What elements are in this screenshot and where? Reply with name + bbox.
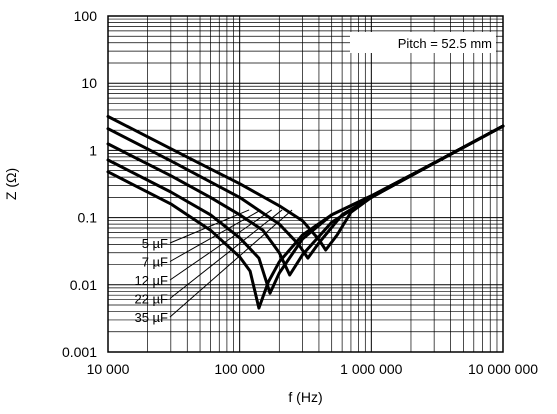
grid (107, 16, 503, 353)
x-axis-label: f (Hz) (288, 389, 322, 405)
series-line (106, 115, 505, 252)
series-label-leader (169, 209, 272, 281)
y-tick-label: 1 (89, 142, 97, 158)
y-axis-label: Z (Ω) (3, 168, 19, 200)
x-tick-label: 10 000 (87, 361, 130, 377)
x-tick-label: 1 000 000 (340, 361, 402, 377)
series-label: 7 µF (142, 255, 168, 270)
y-tick-label: 10 (81, 75, 97, 91)
plot-frame (107, 15, 504, 353)
series-label: 35 µF (134, 310, 168, 325)
series-label: 5 µF (142, 236, 168, 251)
series-label-leader (169, 209, 250, 244)
series-label: 12 µF (134, 273, 168, 288)
annotation-text: Pitch = 52.5 mm (398, 36, 492, 51)
y-tick-label: 100 (74, 8, 98, 24)
x-tick-labels: 10 000 100 000 1 000 000 10 000 000 (87, 361, 539, 377)
series-label: 22 µF (134, 292, 168, 307)
series-label-leaders (169, 209, 293, 318)
x-tick-label: 10 000 000 (468, 361, 538, 377)
series-lines (106, 115, 505, 310)
series-label-leader (169, 209, 262, 262)
series-label-leader (169, 209, 293, 318)
series-labels: 5 µF 7 µF 12 µF 22 µF 35 µF (134, 236, 168, 325)
y-tick-label: 0.01 (70, 277, 97, 293)
x-tick-label: 100 000 (214, 361, 265, 377)
y-tick-label: 0.001 (62, 344, 97, 360)
series-label-leader (169, 209, 283, 299)
annotation-box (350, 32, 496, 53)
y-tick-labels: 100 10 1 0.1 0.01 0.001 (62, 8, 97, 360)
y-tick-label: 0.1 (78, 210, 98, 226)
